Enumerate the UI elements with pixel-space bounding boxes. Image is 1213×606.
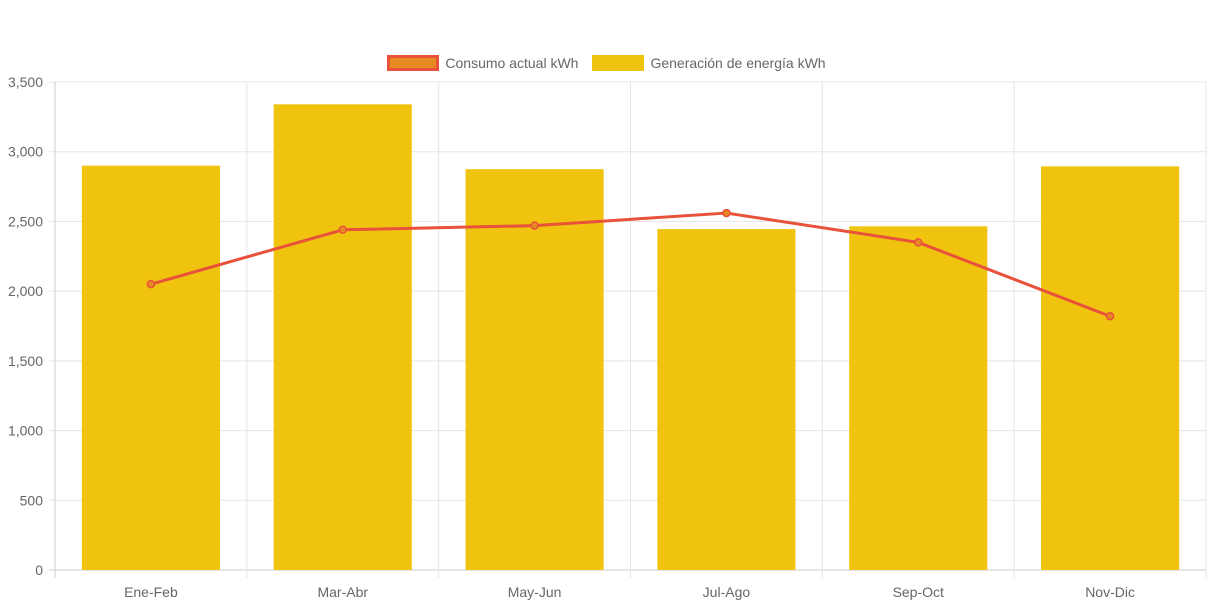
bar-series [81,104,1180,571]
y-tick-label: 0 [35,562,43,578]
x-tick-label: Sep-Oct [893,584,944,600]
x-tick-label: Mar-Abr [317,584,368,600]
y-tick-label: 1,500 [8,353,43,369]
bar-generacion[interactable] [1041,166,1180,570]
y-tick-label: 3,000 [8,144,43,160]
bar-generacion[interactable] [465,169,604,570]
legend-label-consumo: Consumo actual kWh [445,55,579,71]
point-consumo[interactable] [530,221,539,230]
bar-generacion[interactable] [849,226,988,570]
legend-swatch-generacion [592,55,645,71]
point-consumo[interactable] [722,208,731,218]
y-tick-label: 2,500 [8,213,43,229]
legend-item-generacion[interactable]: Generación de energía kWh [592,55,826,71]
x-tick-label: Ene-Feb [124,584,178,600]
x-axis: Ene-Feb Mar-Abr May-Jun Jul-Ago Sep-Oct Nov-D… [124,584,1135,600]
line-consumo [150,211,1111,318]
y-axis: 0 500 1,000 1,500 2,000 2,500 3,000 3,500 [8,74,43,578]
chart-legend: Consumo actual kWh Generación de energía… [0,52,1213,74]
legend-label-generacion: Generación de energía kWh [650,55,826,71]
chart-grid [49,81,1207,578]
legend-item-consumo[interactable]: Consumo actual kWh [387,55,578,71]
x-tick-label: Jul-Ago [703,584,751,600]
x-tick-label: May-Jun [508,584,562,600]
point-consumo[interactable] [146,279,156,289]
bar-generacion[interactable] [657,229,796,570]
y-tick-label: 3,500 [8,74,43,90]
bar-generacion[interactable] [81,165,220,570]
y-tick-label: 500 [20,492,44,508]
point-consumo[interactable] [1105,311,1115,321]
y-tick-label: 1,000 [8,423,43,439]
legend-swatch-consumo [387,55,440,71]
line-series [146,208,1115,321]
bar-generacion[interactable] [273,104,412,571]
y-tick-label: 2,000 [8,283,43,299]
point-consumo[interactable] [914,238,923,247]
x-tick-label: Nov-Dic [1085,584,1135,600]
point-consumo[interactable] [338,225,347,235]
